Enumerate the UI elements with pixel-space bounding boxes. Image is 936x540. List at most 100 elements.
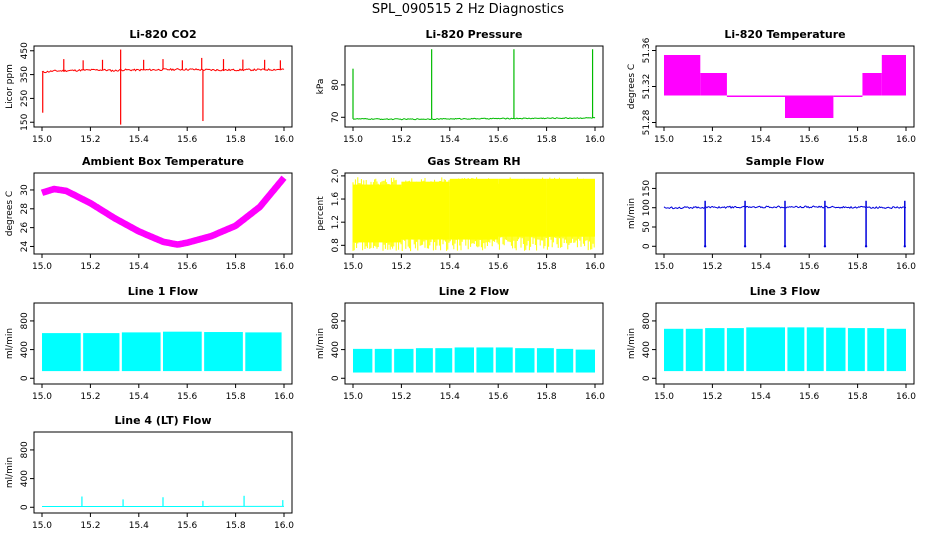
ytick-label-sample_flow-1: 50: [642, 221, 652, 233]
dip-point-sample_flow-1: [743, 245, 747, 248]
xtick-label-temperature-2: 15.4: [751, 135, 771, 145]
xtick-label-line4-3: 15.6: [177, 521, 197, 531]
xtick-label-sample_flow-4: 15.8: [848, 262, 868, 272]
xtick-label-line4-2: 15.4: [129, 521, 149, 531]
xtick-label-rh-5: 16.0: [585, 262, 605, 272]
frame-sample_flow: [655, 172, 915, 255]
xtick-label-pressure-2: 15.4: [440, 135, 460, 145]
ytick-label-line3-1: 400: [642, 341, 652, 358]
frame-rh: [344, 172, 604, 255]
panel-line3: Line 3 Flow 15.0 15.2 15.4 15.6 15.8 16.0 0 400 8…: [627, 285, 916, 402]
ytick-label-line3-2: 800: [642, 312, 652, 329]
xtick-label-pressure-3: 15.6: [488, 135, 508, 145]
ytick-label-line3-0: 0: [642, 375, 652, 381]
ytick-label-line4-2: 800: [20, 441, 30, 458]
plot-area-line1: [42, 331, 282, 372]
xtick-label-line4-4: 15.8: [226, 521, 246, 531]
xtick-label-temperature-0: 15.0: [654, 135, 674, 145]
ytick-label-line1-0: 0: [20, 375, 30, 381]
band-line2-6: [476, 347, 494, 373]
band-line1-1: [83, 333, 120, 372]
band-line3-8: [847, 328, 865, 372]
panel-title-line2: Line 2 Flow: [439, 285, 509, 298]
xtick-label-line1-5: 16.0: [274, 392, 294, 402]
plot-area-pressure: [352, 49, 596, 121]
panel-co2: Li-820 CO2 15.0 15.2 15.4 15.6 15.8 16.0 150 250…: [5, 28, 294, 145]
ylabel-temperature: degrees C: [627, 64, 637, 109]
band-line3-2: [705, 328, 725, 372]
xtick-label-line1-2: 15.4: [129, 392, 149, 402]
panel-temperature: Li-820 Temperature 15.0 15.2 15.4 15.6 15.8 16…: [627, 28, 916, 145]
dip-point-sample_flow-5: [903, 245, 906, 248]
xtick-label-line3-1: 15.2: [702, 392, 722, 402]
ytick-label-sample_flow-0: 0: [642, 243, 652, 249]
panel-title-co2: Li-820 CO2: [129, 28, 196, 41]
band-temperature-3: [785, 95, 834, 118]
ytick-label-ambient-0: 24: [20, 240, 30, 252]
dip-point-sample_flow-3: [823, 245, 827, 248]
panel-title-line1: Line 1 Flow: [128, 285, 198, 298]
xtick-label-pressure-1: 15.2: [391, 135, 411, 145]
band-temperature-1: [700, 73, 727, 96]
xtick-label-pressure-0: 15.0: [343, 135, 363, 145]
xtick-label-temperature-3: 15.6: [799, 135, 819, 145]
ytick-label-line2-2: 800: [331, 312, 341, 329]
ylabel-line2: ml/min: [316, 328, 326, 359]
xtick-label-co2-4: 15.8: [226, 135, 246, 145]
band-line3-3: [726, 328, 744, 372]
xtick-label-line3-2: 15.4: [751, 392, 771, 402]
ytick-label-line1-1: 400: [20, 341, 30, 358]
band-temperature-0: [664, 55, 701, 96]
panel-title-temperature: Li-820 Temperature: [724, 28, 845, 41]
xtick-label-co2-2: 15.4: [129, 135, 149, 145]
plot-area-line3: [664, 327, 906, 372]
xtick-label-line3-4: 15.8: [848, 392, 868, 402]
frame-line4: [33, 431, 293, 514]
band-line3-5: [787, 327, 805, 372]
band-line2-10: [556, 348, 574, 373]
xtick-label-line2-0: 15.0: [343, 392, 363, 402]
plot-area-rh: [352, 177, 595, 252]
band-temperature-2: [726, 95, 785, 97]
ylabel-ambient: degrees C: [5, 191, 15, 236]
xtick-label-ambient-5: 16.0: [274, 262, 294, 272]
xtick-label-rh-4: 15.8: [537, 262, 557, 272]
ytick-label-ambient-1: 26: [20, 222, 30, 234]
xtick-label-sample_flow-3: 15.6: [799, 262, 819, 272]
band-line3-0: [664, 328, 684, 372]
ytick-label-pressure-1: 80: [331, 79, 341, 91]
xtick-label-co2-5: 16.0: [274, 135, 294, 145]
ytick-label-ambient-2: 28: [20, 203, 30, 215]
xtick-label-line4-5: 16.0: [274, 521, 294, 531]
ylabel-line4: ml/min: [5, 457, 15, 488]
ylabel-sample_flow: ml/min: [627, 198, 637, 229]
dip-point-sample_flow-2: [783, 245, 787, 248]
xtick-label-line4-0: 15.0: [32, 521, 52, 531]
ytick-label-temperature-1: 51.32: [642, 74, 652, 100]
xtick-label-ambient-2: 15.4: [129, 262, 149, 272]
xtick-label-co2-0: 15.0: [32, 135, 52, 145]
rh-trace: [352, 177, 595, 252]
series-pressure-0: [352, 117, 596, 121]
band-line1-2: [121, 332, 161, 372]
band-line2-8: [515, 348, 535, 373]
ytick-label-co2-3: 450: [20, 42, 30, 59]
ytick-label-rh-0: 0.8: [331, 238, 341, 253]
ylabel-line1: ml/min: [5, 328, 15, 359]
band-line1-0: [42, 333, 81, 372]
panel-pressure: Li-820 Pressure 15.0 15.2 15.4 15.6 15.8 16.0 7…: [316, 28, 605, 145]
band-line3-6: [806, 327, 824, 372]
panel-title-ambient: Ambient Box Temperature: [82, 155, 244, 168]
xtick-label-co2-3: 15.6: [177, 135, 197, 145]
xtick-label-line2-3: 15.6: [488, 392, 508, 402]
frame-line1: [33, 302, 293, 385]
xtick-label-pressure-5: 16.0: [585, 135, 605, 145]
band-line2-2: [394, 348, 414, 373]
ytick-label-pressure-0: 70: [331, 111, 341, 123]
frame-pressure: [344, 45, 604, 128]
band-line3-4: [746, 327, 785, 372]
band-line2-0: [353, 348, 373, 373]
figure-title: SPL_090515 2 Hz Diagnostics: [371, 2, 565, 17]
xtick-label-rh-2: 15.4: [440, 262, 460, 272]
